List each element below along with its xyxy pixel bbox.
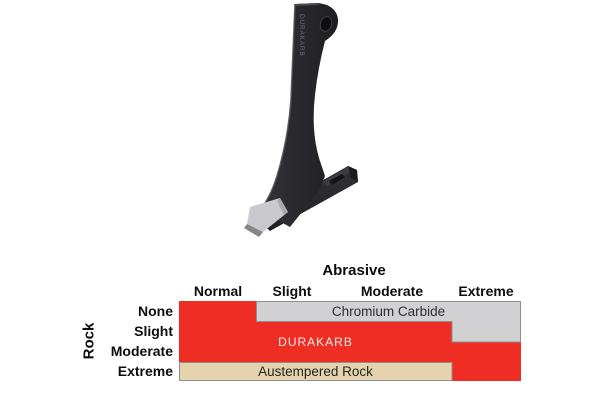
chart-region-austempered-rock [179, 362, 453, 381]
x-axis-title: Abrasive [322, 262, 386, 279]
x-tick-moderate: Moderate [360, 283, 424, 299]
x-tick-slight: Slight [272, 283, 312, 299]
y-tick-extreme: Extreme [117, 363, 173, 379]
product-image: DURAKARB [244, 3, 358, 237]
carbide-tip [244, 198, 288, 237]
chart-region-chromium-carbide [256, 301, 521, 343]
x-tick-normal: Normal [193, 283, 243, 299]
shank-top-face [295, 3, 319, 6]
y-axis-title: Rock [80, 322, 98, 360]
product-engraving: DURAKARB [298, 14, 305, 57]
y-tick-moderate: Moderate [110, 343, 173, 359]
mounting-hole-icon [319, 16, 333, 32]
y-tick-slight: Slight [134, 323, 173, 339]
x-tick-extreme: Extreme [458, 283, 514, 299]
shank-front-bevel [260, 3, 296, 210]
y-tick-none: None [138, 303, 173, 319]
application-chart [179, 301, 521, 381]
base-slot [329, 174, 345, 185]
